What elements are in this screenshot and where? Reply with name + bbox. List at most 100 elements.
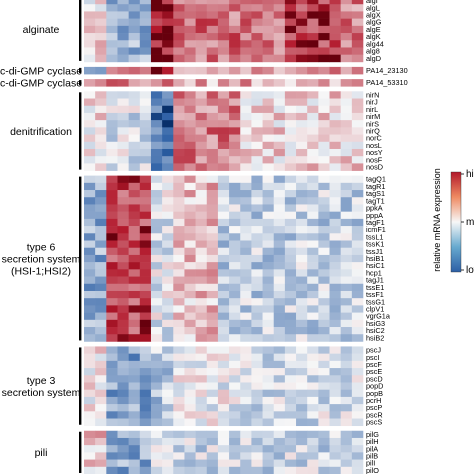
heatmap-cell: [184, 283, 196, 292]
group-bracket: [79, 67, 82, 74]
heatmap-cell: [351, 283, 364, 292]
heatmap-cell: [117, 382, 129, 390]
heatmap-cell: [329, 66, 341, 75]
heatmap-cell: [273, 396, 286, 405]
heatmap-cell: [307, 218, 319, 227]
heatmap-cell: [273, 298, 286, 306]
heatmap-cell: [284, 254, 297, 263]
heatmap-cell: [139, 182, 152, 191]
heatmap-cell: [150, 389, 163, 398]
heatmap-cell: [117, 269, 129, 277]
heatmap-cell: [240, 418, 252, 427]
heatmap-cell: [195, 382, 208, 390]
heatmap-cell: [106, 312, 118, 321]
gene-label: vgrG1a: [366, 312, 391, 321]
heatmap-cell: [106, 182, 118, 191]
heatmap-cell: [340, 120, 353, 128]
heatmap-cell: [318, 452, 330, 460]
heatmap-cell: [251, 4, 263, 12]
heatmap-cell: [240, 204, 252, 212]
heatmap-cell: [318, 312, 330, 321]
heatmap-cell: [162, 197, 174, 205]
group-label: c-di-GMP cyclase: [0, 78, 82, 90]
heatmap-cell: [162, 40, 174, 48]
heatmap-cell: [84, 327, 96, 335]
heatmap-cell: [139, 360, 152, 369]
heatmap-cell: [217, 247, 230, 256]
heatmap-cell: [284, 11, 297, 19]
heatmap-cell: [229, 430, 241, 439]
heatmap-cell: [251, 466, 263, 474]
heatmap-cell: [296, 269, 308, 277]
heatmap-cell: [195, 290, 208, 299]
heatmap-cell: [307, 389, 319, 398]
heatmap-cell: [184, 197, 196, 205]
heatmap-cell: [351, 247, 364, 256]
heatmap-cell: [296, 127, 308, 135]
heatmap-cell: [296, 98, 308, 107]
heatmap-cell: [307, 445, 319, 453]
heatmap-cell: [307, 163, 319, 171]
heatmap-cell: [262, 353, 275, 362]
heatmap-cell: [117, 233, 129, 241]
heatmap-cell: [84, 66, 96, 75]
heatmap-cell: [184, 389, 196, 398]
heatmap-cell: [340, 290, 353, 299]
heatmap-cell: [139, 226, 152, 234]
heatmap-cell: [162, 47, 174, 55]
heatmap-cell: [184, 112, 196, 121]
heatmap-cell: [351, 226, 364, 234]
heatmap-cell: [284, 112, 297, 121]
heatmap-cell: [329, 346, 341, 354]
heatmap-cell: [340, 105, 353, 114]
heatmap-cell: [307, 312, 319, 321]
heatmap-cell: [351, 269, 364, 277]
heatmap-cell: [162, 240, 174, 249]
heatmap-cell: [273, 54, 286, 63]
heatmap-cell: [84, 18, 96, 27]
heatmap-cell: [150, 40, 163, 48]
heatmap-cell: [307, 141, 319, 150]
heatmap-cell: [251, 290, 263, 299]
group-bracket: [79, 80, 82, 86]
heatmap-cell: [329, 0, 341, 5]
heatmap-cell: [229, 411, 241, 419]
heatmap-cell: [150, 47, 163, 55]
gene-label: algG: [366, 18, 382, 27]
group-bracket: [79, 176, 82, 341]
heatmap-cell: [128, 197, 141, 205]
heatmap-cell: [262, 269, 275, 277]
heatmap-cell: [150, 211, 163, 220]
heatmap-cell: [251, 148, 263, 157]
heatmap-cell: [240, 105, 252, 114]
heatmap-cell: [117, 290, 129, 299]
heatmap-cell: [351, 11, 364, 19]
heatmap-cell: [307, 66, 319, 75]
heatmap-cell: [106, 389, 118, 398]
heatmap-cell: [351, 190, 364, 198]
heatmap-cell: [184, 382, 196, 390]
heatmap-cell: [318, 466, 330, 474]
heatmap-cell: [117, 105, 129, 114]
heatmap-cell: [340, 127, 353, 135]
heatmap-cell: [296, 112, 308, 121]
heatmap-cell: [206, 459, 219, 468]
heatmap-cell: [329, 190, 341, 198]
heatmap-cell: [329, 79, 341, 87]
heatmap-cell: [340, 360, 353, 369]
heatmap-cell: [273, 11, 286, 19]
heatmap-cell: [229, 305, 241, 313]
heatmap-cell: [229, 148, 241, 157]
heatmap-cell: [84, 445, 96, 453]
heatmap-cell: [206, 298, 219, 306]
heatmap-cell: [217, 437, 230, 446]
heatmap-cell: [217, 396, 230, 405]
heatmap-cell: [273, 327, 286, 335]
heatmap-cell: [95, 334, 107, 342]
heatmap-cell: [206, 47, 219, 55]
heatmap-cell: [117, 360, 129, 369]
heatmap-cell: [351, 327, 364, 335]
heatmap-cell: [195, 445, 208, 453]
heatmap-cell: [139, 276, 152, 285]
heatmap-cell: [217, 47, 230, 55]
